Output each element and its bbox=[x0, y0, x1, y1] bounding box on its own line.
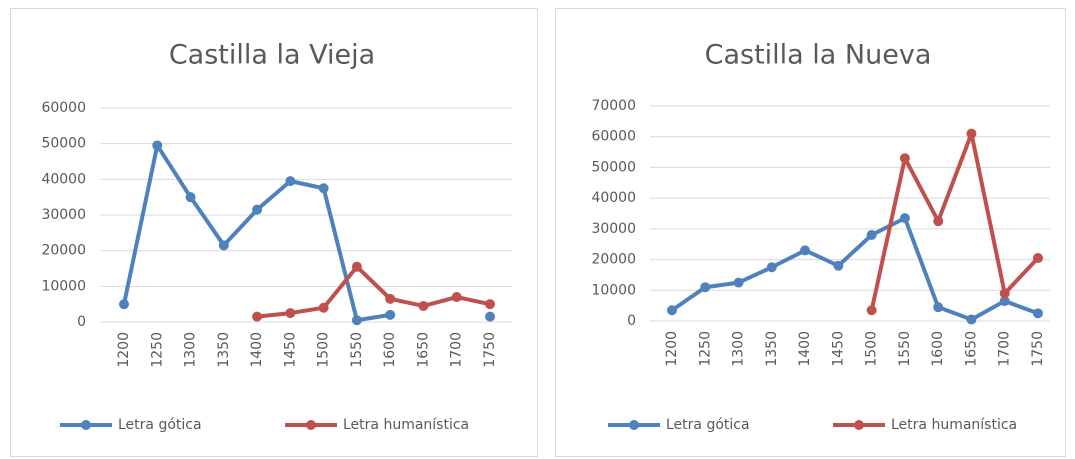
point bbox=[899, 153, 910, 164]
x-tick-label: 1350 bbox=[764, 331, 780, 367]
x-tick-label: 1400 bbox=[249, 332, 265, 368]
point bbox=[318, 183, 329, 194]
point bbox=[351, 261, 362, 272]
point bbox=[119, 299, 129, 310]
y-tick-label: 30000 bbox=[591, 221, 636, 237]
x-tick-label: 1400 bbox=[797, 331, 813, 367]
legend-marker bbox=[306, 420, 316, 430]
point bbox=[733, 277, 744, 288]
panel bbox=[10, 8, 538, 457]
point bbox=[766, 262, 777, 273]
legend-marker bbox=[629, 420, 639, 430]
x-tick-label: 1550 bbox=[897, 331, 913, 367]
x-tick-label: 1550 bbox=[349, 332, 365, 368]
point bbox=[1033, 253, 1043, 264]
series-line bbox=[670, 216, 1039, 322]
point bbox=[866, 230, 877, 240]
x-tick-label: 1750 bbox=[1030, 331, 1046, 367]
x-tick-label: 1450 bbox=[282, 332, 298, 368]
x-tick-label: 1500 bbox=[316, 332, 332, 368]
x-tick-label: 1300 bbox=[731, 331, 747, 367]
y-tick-label: 30000 bbox=[41, 207, 86, 223]
y-tick-label: 20000 bbox=[591, 252, 636, 268]
y-tick-label: 40000 bbox=[591, 190, 636, 206]
y-tick-label: 20000 bbox=[41, 243, 86, 259]
point bbox=[966, 314, 977, 325]
x-tick-label: 1700 bbox=[997, 331, 1013, 367]
point bbox=[999, 288, 1010, 299]
point bbox=[1033, 308, 1043, 319]
y-tick-label: 0 bbox=[627, 313, 636, 329]
point bbox=[700, 282, 711, 293]
legend-marker bbox=[854, 420, 864, 430]
x-tick-label: 1200 bbox=[116, 332, 132, 368]
point bbox=[485, 311, 495, 322]
x-tick-label: 1250 bbox=[697, 331, 713, 367]
point bbox=[152, 140, 163, 151]
legend-label: Letra gótica bbox=[666, 417, 750, 433]
point bbox=[899, 213, 910, 224]
x-tick-label: 1650 bbox=[415, 332, 431, 368]
y-tick-label: 40000 bbox=[41, 171, 86, 187]
point bbox=[285, 308, 296, 319]
y-tick-label: 10000 bbox=[591, 282, 636, 298]
y-tick-label: 50000 bbox=[41, 136, 86, 152]
x-tick-label: 1450 bbox=[830, 331, 846, 367]
point bbox=[800, 245, 811, 256]
x-tick-label: 1250 bbox=[149, 332, 165, 368]
y-tick-label: 60000 bbox=[41, 100, 86, 116]
point bbox=[218, 240, 229, 251]
y-tick-label: 60000 bbox=[591, 129, 636, 145]
series-line bbox=[256, 264, 491, 319]
point bbox=[252, 311, 263, 322]
x-tick-label: 1700 bbox=[449, 332, 465, 368]
x-tick-label: 1750 bbox=[482, 332, 498, 368]
legend-label: Letra humanística bbox=[343, 417, 469, 433]
x-tick-label: 1350 bbox=[216, 332, 232, 368]
point bbox=[451, 292, 462, 303]
x-tick-label: 1200 bbox=[664, 331, 680, 367]
panel bbox=[555, 8, 1066, 457]
legend-label: Letra humanística bbox=[891, 417, 1017, 433]
point bbox=[252, 204, 263, 215]
point bbox=[385, 293, 396, 304]
chart-title: Castilla la Nueva bbox=[705, 40, 932, 71]
x-tick-label: 1600 bbox=[930, 331, 946, 367]
point bbox=[485, 299, 495, 310]
point bbox=[966, 128, 977, 139]
y-tick-label: 50000 bbox=[591, 159, 636, 175]
x-tick-label: 1500 bbox=[864, 331, 880, 367]
x-tick-label: 1600 bbox=[382, 332, 398, 368]
y-tick-label: 10000 bbox=[41, 278, 86, 294]
point bbox=[833, 260, 844, 271]
x-tick-label: 1300 bbox=[183, 332, 199, 368]
point bbox=[866, 305, 877, 316]
y-tick-label: 0 bbox=[77, 314, 86, 330]
series-line bbox=[869, 131, 1040, 311]
point bbox=[285, 176, 296, 187]
legend-marker bbox=[81, 420, 91, 430]
x-tick-label: 1650 bbox=[963, 331, 979, 367]
point bbox=[185, 192, 196, 203]
point bbox=[385, 309, 396, 320]
chart-title: Castilla la Vieja bbox=[169, 40, 375, 71]
point bbox=[351, 315, 362, 326]
point bbox=[933, 302, 944, 313]
point bbox=[318, 302, 329, 313]
legend-label: Letra gótica bbox=[118, 417, 202, 433]
point bbox=[933, 216, 944, 227]
point bbox=[667, 305, 677, 316]
point bbox=[999, 296, 1010, 307]
y-tick-label: 70000 bbox=[591, 98, 636, 114]
point bbox=[418, 300, 429, 311]
